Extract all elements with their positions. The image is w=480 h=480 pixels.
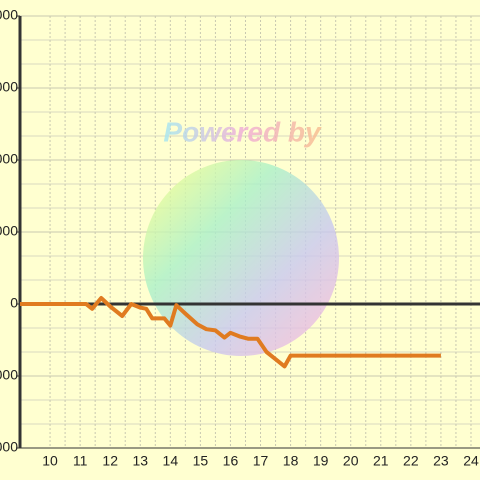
x-tick-label: 21 <box>373 453 389 469</box>
x-tick-label: 14 <box>163 453 179 469</box>
watermark-logo <box>143 160 339 356</box>
x-tick-label: 17 <box>253 453 269 469</box>
y-tick-label: 0 <box>10 295 18 311</box>
watermark: Powered by <box>163 116 322 147</box>
y-tick-label: 12,000 <box>0 7 18 23</box>
grid <box>20 15 480 449</box>
y-tick-label: 6,000 <box>0 151 18 167</box>
x-tick-label: 24 <box>463 453 479 469</box>
x-tick-label: 10 <box>42 453 58 469</box>
data-line <box>20 296 441 369</box>
x-tick-label: 22 <box>403 453 419 469</box>
x-tick-label: 11 <box>73 453 88 469</box>
x-tick-label: 15 <box>193 453 209 469</box>
x-tick-label: 18 <box>283 453 299 469</box>
x-tick-label: 12 <box>102 453 118 469</box>
x-tick-label: 23 <box>433 453 449 469</box>
x-tick-label: 13 <box>132 453 148 469</box>
x-tick-label: 20 <box>343 453 359 469</box>
y-tick-label: 3,000 <box>0 223 18 239</box>
y-tick-label: 9,000 <box>0 79 18 95</box>
x-tick-label: 19 <box>313 453 329 469</box>
y-tick-label: -3,000 <box>0 367 18 383</box>
x-tick-label: 16 <box>223 453 239 469</box>
y-tick-label: -6,000 <box>0 439 18 455</box>
